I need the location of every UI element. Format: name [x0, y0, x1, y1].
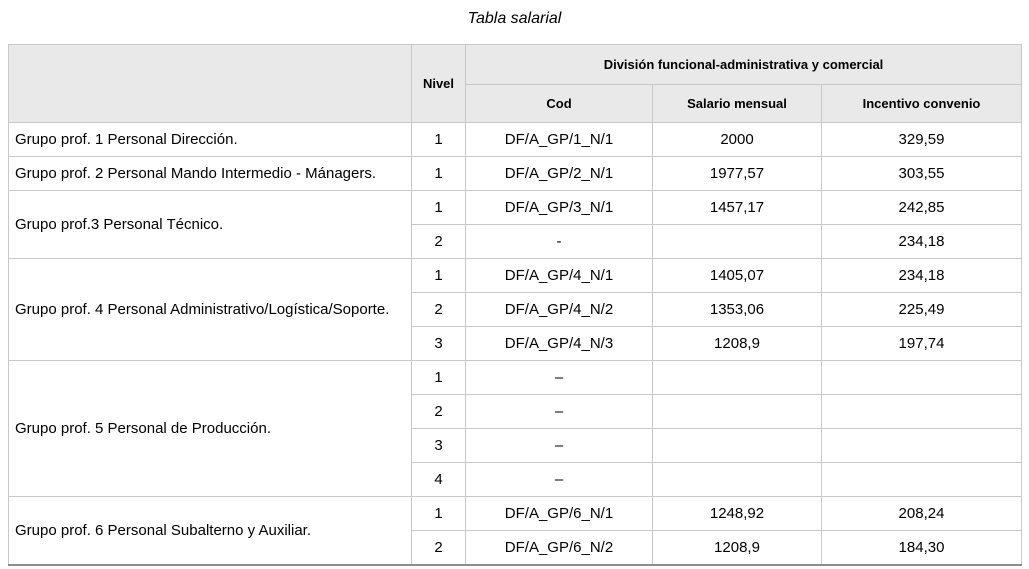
- header-row-sub: Cod Salario mensual Incentivo convenio: [9, 84, 1022, 123]
- cod-cell: DF/A_GP/4_N/1: [465, 258, 653, 293]
- table-header: Nivel División funcional-administrativa …: [8, 44, 1022, 123]
- incentivo-cell: 329,59: [821, 122, 1022, 157]
- cod-cell: DF/A_GP/6_N/1: [465, 496, 653, 531]
- table-row: Grupo prof. 6 Personal Subalterno y Auxi…: [8, 496, 1022, 565]
- nivel-cell: 2: [411, 394, 466, 429]
- cod-cell: DF/A_GP/2_N/1: [465, 156, 653, 191]
- salario-column-header: Salario mensual: [652, 84, 822, 123]
- salary-table: Nivel División funcional-administrativa …: [8, 44, 1022, 566]
- salario-cell: 1208,9: [652, 530, 822, 565]
- group-label-cell: Grupo prof. 6 Personal Subalterno y Auxi…: [8, 496, 412, 565]
- table-row: Grupo prof.3 Personal Técnico. 1 DF/A_GP/3…: [8, 190, 1022, 259]
- incentivo-cell: 234,18: [821, 258, 1022, 293]
- salario-cell: 1248,92: [652, 496, 822, 531]
- table-row: 2 DF/A_GP/6_N/2 1208,9 184,30: [9, 530, 1022, 565]
- incentivo-cell: [821, 462, 1022, 497]
- incentivo-cell: [821, 394, 1022, 429]
- table-body: Grupo prof. 1 Personal Dirección. 1 DF/A_G…: [8, 122, 1022, 565]
- incentivo-cell: 234,18: [821, 224, 1022, 259]
- nivel-cell: 3: [411, 428, 466, 463]
- group-label-cell: Grupo prof. 2 Personal Mando Intermedio …: [8, 156, 412, 191]
- salario-cell: 1977,57: [652, 156, 822, 191]
- salario-cell: [652, 462, 822, 497]
- header-row-top: Nivel División funcional-administrativa …: [8, 44, 1022, 123]
- incentivo-cell: 242,85: [821, 190, 1022, 225]
- nivel-cell: 1: [411, 122, 466, 157]
- salario-cell: 1208,9: [652, 326, 822, 361]
- salario-cell: 1353,06: [652, 292, 822, 327]
- page-title: Tabla salarial: [467, 10, 562, 27]
- table-row: Grupo prof. 1 Personal Dirección. 1 DF/A_G…: [8, 122, 1022, 157]
- nivel-cell: 1: [411, 190, 466, 225]
- incentivo-cell: 208,24: [821, 496, 1022, 531]
- nivel-cell: 1: [411, 360, 466, 395]
- nivel-cell: 3: [411, 326, 466, 361]
- cod-cell: –: [465, 428, 653, 463]
- nivel-cell: 4: [411, 462, 466, 497]
- incentivo-cell: 303,55: [821, 156, 1022, 191]
- table-row: 3 DF/A_GP/4_N/3 1208,9 197,74: [9, 326, 1022, 361]
- salario-cell: [652, 224, 822, 259]
- incentivo-cell: [821, 428, 1022, 463]
- nivel-cell: 1: [411, 156, 466, 191]
- salario-cell: 1457,17: [652, 190, 822, 225]
- cod-cell: –: [465, 462, 653, 497]
- cod-cell: DF/A_GP/3_N/1: [465, 190, 653, 225]
- table-row: 4–: [9, 462, 1022, 497]
- incentivo-cell: 225,49: [821, 292, 1022, 327]
- salario-cell: [652, 394, 822, 429]
- nivel-cell: 2: [411, 292, 466, 327]
- cod-cell: DF/A_GP/4_N/3: [465, 326, 653, 361]
- incentivo-cell: [821, 360, 1022, 395]
- group-column-header: [8, 44, 412, 123]
- cod-cell: –: [465, 360, 653, 395]
- cod-cell: DF/A_GP/6_N/2: [465, 530, 653, 565]
- nivel-column-header: Nivel: [411, 44, 466, 123]
- cod-column-header: Cod: [465, 84, 653, 123]
- salario-cell: [652, 360, 822, 395]
- nivel-cell: 1: [411, 258, 466, 293]
- incentivo-cell: 184,30: [821, 530, 1022, 565]
- group-label-cell: Grupo prof. 4 Personal Administrativo/Lo…: [8, 258, 412, 361]
- group-label-cell: Grupo prof.3 Personal Técnico.: [8, 190, 412, 259]
- group-label-cell: Grupo prof. 5 Personal de Producción.: [8, 360, 412, 497]
- salario-cell: 2000: [652, 122, 822, 157]
- incentivo-column-header: Incentivo convenio: [821, 84, 1022, 123]
- table-row: 2–: [9, 394, 1022, 429]
- salario-cell: [652, 428, 822, 463]
- cod-cell: –: [465, 394, 653, 429]
- table-row: Grupo prof. 4 Personal Administrativo/Lo…: [8, 258, 1022, 361]
- table-row: Grupo prof. 2 Personal Mando Intermedio …: [8, 156, 1022, 191]
- cod-cell: -: [465, 224, 653, 259]
- nivel-cell: 1: [411, 496, 466, 531]
- cod-cell: DF/A_GP/4_N/2: [465, 292, 653, 327]
- table-row: 3–: [9, 428, 1022, 463]
- division-group-header: División funcional-administrativa y come…: [465, 44, 1022, 85]
- incentivo-cell: 197,74: [821, 326, 1022, 361]
- table-row: 2- 234,18: [9, 224, 1022, 259]
- nivel-cell: 2: [411, 530, 466, 565]
- group-label-cell: Grupo prof. 1 Personal Dirección.: [8, 122, 412, 157]
- table-row: Grupo prof. 5 Personal de Producción. 1–: [8, 360, 1022, 497]
- nivel-cell: 2: [411, 224, 466, 259]
- cod-cell: DF/A_GP/1_N/1: [465, 122, 653, 157]
- salario-cell: 1405,07: [652, 258, 822, 293]
